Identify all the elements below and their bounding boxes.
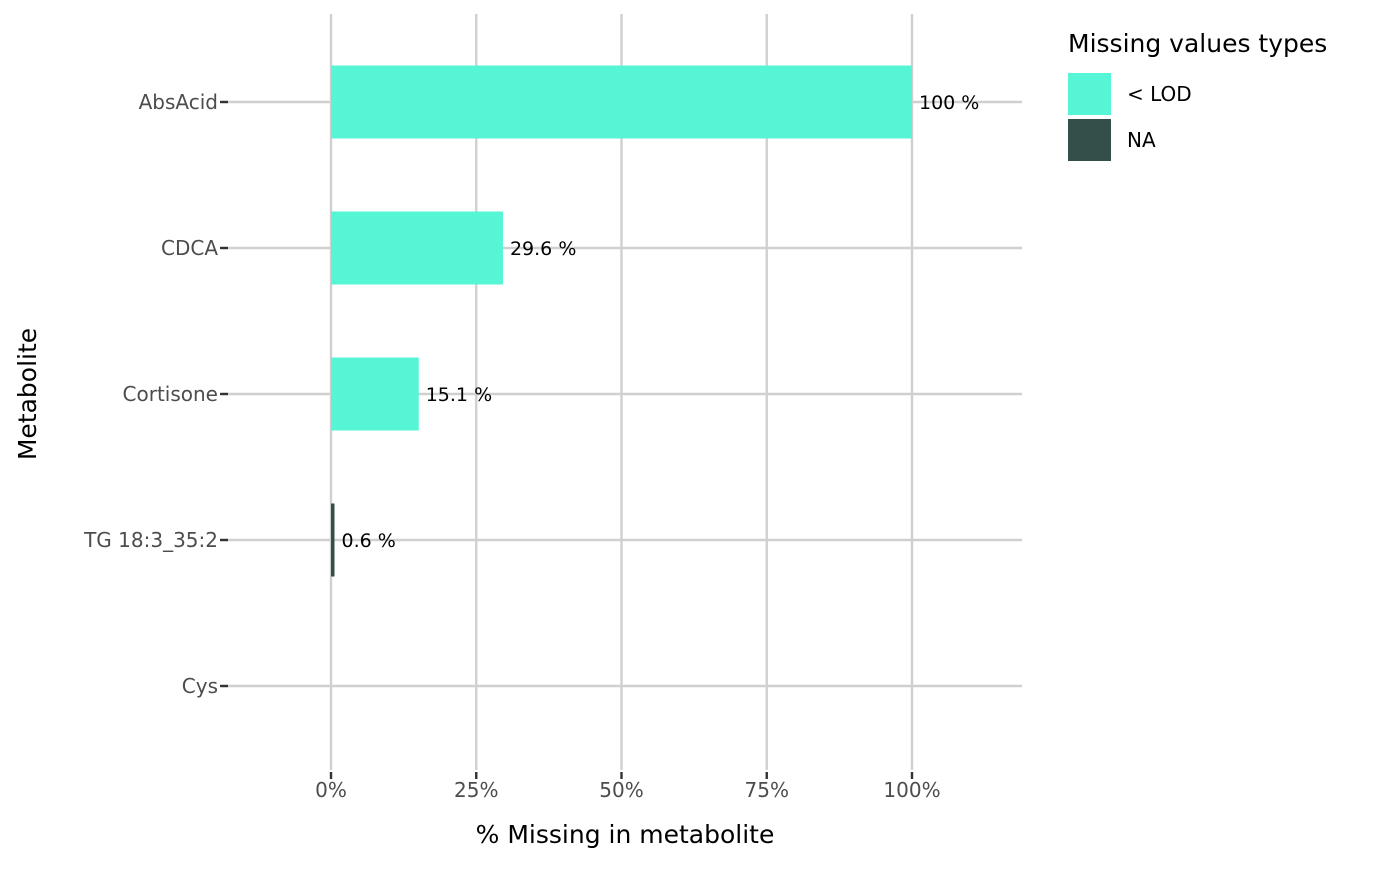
legend-swatch <box>1068 119 1111 161</box>
bar-lod-absacid <box>331 65 912 139</box>
y-tick-label: CDCA <box>161 236 218 260</box>
x-tick-label: 50% <box>599 778 643 802</box>
legend-title: Missing values types <box>1068 29 1327 58</box>
y-tick-label: TG 18:3_35:2 <box>83 528 218 552</box>
bar-layer <box>331 65 912 577</box>
y-tick-label: AbsAcid <box>139 90 218 114</box>
x-tick-label: 25% <box>454 778 498 802</box>
bar-lod-cortisone <box>331 357 419 431</box>
x-tick-label: 100% <box>883 778 940 802</box>
bar-lod-cdca <box>331 211 503 285</box>
x-tick-label: 0% <box>315 778 347 802</box>
data-label: 0.6 % <box>341 530 395 552</box>
legend-entry-label: < LOD <box>1127 82 1192 106</box>
x-axis-title: % Missing in metabolite <box>476 820 775 849</box>
y-axis-title: Metabolite <box>13 328 42 460</box>
x-tick-label: 75% <box>745 778 789 802</box>
legend: Missing values types < LOD NA <box>1068 29 1327 161</box>
y-tick-label: Cys <box>182 674 218 698</box>
x-axis: 0% 25% 50% 75% 100% <box>315 772 941 802</box>
data-label: 29.6 % <box>510 238 576 260</box>
data-label: 100 % <box>919 92 979 114</box>
data-label: 15.1 % <box>426 384 492 406</box>
y-axis: AbsAcid CDCA Cortisone TG 18:3_35:2 Cys <box>83 90 228 698</box>
y-tick-label: Cortisone <box>123 382 218 406</box>
legend-swatch <box>1068 73 1111 115</box>
legend-entry-label: NA <box>1127 128 1156 152</box>
bar-na-tg-18-3-35-2 <box>331 503 335 577</box>
data-label-layer: 100 % 29.6 % 15.1 % 0.6 % <box>341 92 979 552</box>
